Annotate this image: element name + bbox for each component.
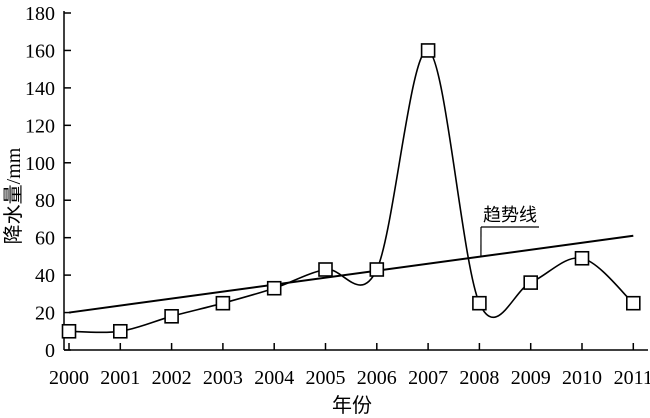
data-point-2009 [523, 275, 539, 290]
y-tick-label: 140 [25, 78, 55, 100]
y-tick-label: 80 [35, 190, 55, 212]
data-point-2007 [420, 43, 436, 58]
data-point-2000 [61, 323, 77, 339]
data-point-2001 [113, 323, 128, 339]
data-point-2011 [625, 295, 641, 311]
x-tick-label: 2003 [203, 367, 243, 389]
y-tick-label: 120 [25, 115, 55, 137]
y-tick-label: 60 [35, 228, 55, 250]
trend-label: 趋势线 [483, 205, 537, 225]
data-point-2005 [318, 262, 333, 277]
trend-line [68, 234, 634, 314]
y-tick-label: 40 [35, 265, 55, 287]
y-tick-label: 0 [45, 340, 55, 362]
series-line [68, 49, 634, 334]
x-tick-label: 2006 [357, 367, 397, 389]
y-axis-ticks: 0 20 40 60 80 100 120 140 160 180 [25, 3, 71, 362]
y-tick-label: 100 [25, 153, 55, 175]
data-point-2002 [164, 308, 179, 324]
x-axis-title: 年份 [332, 394, 372, 417]
x-tick-label: 2002 [152, 367, 192, 389]
y-tick-label: 20 [35, 303, 55, 325]
y-axis-title: 降水量/mm [2, 147, 25, 244]
x-tick-label: 2011 [614, 367, 650, 389]
x-tick-label: 2001 [100, 367, 140, 389]
x-tick-label: 2009 [511, 367, 551, 389]
y-tick-label: 160 [25, 40, 55, 62]
x-tick-label: 2004 [254, 367, 294, 389]
data-point-2006 [369, 262, 385, 277]
x-tick-label: 2000 [49, 367, 89, 389]
data-point-2003 [215, 295, 231, 311]
data-point-2008 [472, 295, 487, 311]
x-axis-ticks: 2000 2001 2002 2003 2004 2005 2006 2007 2008 2009… [49, 343, 650, 389]
data-markers [61, 43, 641, 339]
x-tick-label: 2005 [306, 367, 346, 389]
y-tick-label: 180 [25, 3, 55, 25]
data-point-2010 [574, 250, 590, 266]
x-tick-label: 2010 [562, 367, 602, 389]
x-tick-label: 2007 [408, 367, 448, 389]
x-tick-label: 2008 [459, 367, 499, 389]
data-point-2004 [266, 280, 282, 296]
